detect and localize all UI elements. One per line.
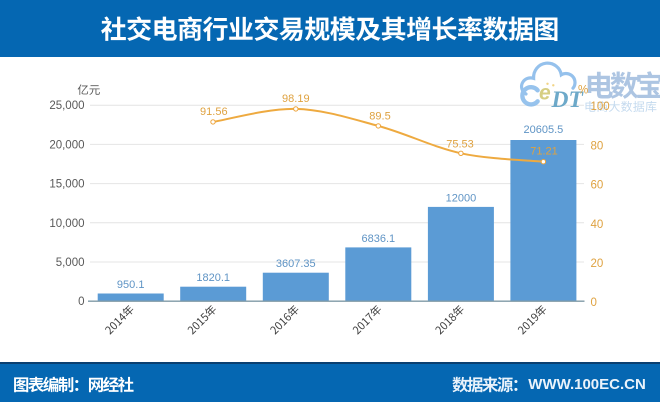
svg-text:1820.1: 1820.1 [196, 272, 230, 284]
svg-text:20605.5: 20605.5 [524, 124, 564, 136]
svg-text:98.19: 98.19 [282, 93, 310, 105]
svg-text:12000: 12000 [446, 192, 477, 204]
svg-text:20: 20 [591, 258, 604, 270]
svg-text:60: 60 [591, 180, 604, 192]
svg-text:75.53: 75.53 [446, 139, 474, 151]
svg-text:5,000: 5,000 [56, 257, 85, 269]
svg-text:WWW.100EC.CN: WWW.100EC.CN [528, 376, 646, 393]
svg-text:71.21: 71.21 [530, 146, 558, 158]
svg-text:0: 0 [591, 297, 597, 309]
svg-text:20,000: 20,000 [49, 139, 84, 151]
svg-text:80: 80 [591, 140, 604, 152]
svg-text:10,000: 10,000 [49, 218, 84, 230]
svg-text:100: 100 [591, 101, 610, 113]
svg-text:6836.1: 6836.1 [361, 233, 395, 245]
svg-text:40: 40 [591, 219, 604, 231]
svg-text:89.5: 89.5 [369, 111, 390, 123]
svg-text:e: e [539, 82, 551, 105]
svg-text:3607.35: 3607.35 [276, 258, 316, 270]
svg-text:950.1: 950.1 [117, 279, 145, 291]
svg-text:0: 0 [78, 296, 84, 308]
svg-text:%: % [578, 85, 588, 97]
svg-text:91.56: 91.56 [200, 106, 228, 118]
svg-text:15,000: 15,000 [49, 179, 84, 191]
svg-text:DT: DT [551, 87, 585, 113]
svg-text:25,000: 25,000 [49, 100, 84, 112]
